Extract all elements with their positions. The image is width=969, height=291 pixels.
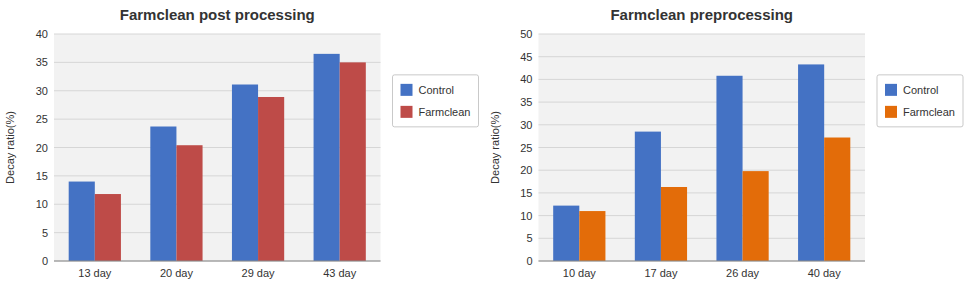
legend-label: Control [903, 84, 938, 96]
chart-panel: 0 5 10 15 20 25 30 35 40 13 day 20 day 29 day 43 day… [4, 6, 479, 279]
y-tick-label: 40 [520, 73, 532, 85]
grid-line [54, 261, 381, 262]
x-tick-label: 26 day [726, 267, 760, 279]
legend: Control Farmclean [877, 75, 963, 127]
y-axis-label: Decay ratio(%) [489, 111, 501, 184]
y-tick-label: 15 [520, 187, 532, 199]
y-tick-label: 10 [520, 210, 532, 222]
bar [798, 64, 824, 261]
x-tick-label: 17 day [644, 267, 678, 279]
grid-line [54, 34, 381, 35]
bar [661, 187, 687, 261]
chart-title: Farmclean preprocessing [610, 6, 793, 23]
chart-panel: 0 5 10 15 20 25 30 35 40 45 50 10 day 17 day 26 day 40… [489, 6, 964, 279]
x-axis [539, 261, 866, 262]
y-axis-label: Decay ratio(%) [4, 111, 16, 184]
bar [340, 62, 366, 261]
y-tick-label: 25 [520, 142, 532, 154]
y-tick-label: 20 [36, 142, 48, 154]
legend-label: Farmclean [903, 106, 955, 118]
bar [258, 97, 284, 261]
bars [69, 54, 366, 261]
bar [314, 54, 340, 261]
y-tick-label: 10 [36, 198, 48, 210]
y-tick-label: 15 [36, 170, 48, 182]
legend-label: Control [419, 84, 454, 96]
bar [69, 182, 95, 261]
y-tick-label: 50 [520, 28, 532, 40]
y-tick-label: 20 [520, 164, 532, 176]
x-tick-label: 29 day [242, 267, 276, 279]
y-tick-label: 0 [526, 255, 532, 267]
x-tick-label: 43 day [323, 267, 357, 279]
bar [824, 138, 850, 261]
plot-area [539, 34, 866, 261]
bar [716, 76, 742, 261]
grid-line [539, 56, 866, 57]
bar [635, 132, 661, 261]
chart-title: Farmclean post processing [120, 6, 315, 23]
y-tick-label: 30 [520, 119, 532, 131]
grid-line [539, 34, 866, 35]
legend-frame [877, 75, 963, 127]
legend-swatch [885, 84, 897, 96]
y-tick-label: 40 [36, 28, 48, 40]
y-tick-label: 25 [36, 113, 48, 125]
y-tick-label: 5 [526, 232, 532, 244]
bar [176, 145, 202, 261]
x-tick-label: 20 day [160, 267, 194, 279]
bar [232, 85, 258, 261]
y-tick-label: 30 [36, 85, 48, 97]
bar [579, 211, 605, 261]
legend-label: Farmclean [419, 106, 471, 118]
figure: 0 5 10 15 20 25 30 35 40 13 day 20 day 29 day 43 day… [0, 0, 969, 291]
bar [95, 194, 121, 261]
x-tick-label: 13 day [78, 267, 112, 279]
legend-swatch [401, 84, 413, 96]
y-tick-label: 0 [42, 255, 48, 267]
plot-area [54, 34, 381, 261]
legend: Control Farmclean [393, 75, 479, 127]
bars [553, 64, 850, 261]
y-tick-label: 35 [520, 96, 532, 108]
y-tick-label: 35 [36, 56, 48, 68]
legend-swatch [885, 106, 897, 118]
y-tick-label: 45 [520, 51, 532, 63]
legend-swatch [401, 106, 413, 118]
grid-line [539, 261, 866, 262]
bar [150, 127, 176, 261]
x-tick-label: 40 day [808, 267, 842, 279]
x-tick-label: 10 day [563, 267, 597, 279]
legend-frame [393, 75, 479, 127]
y-tick-label: 5 [42, 227, 48, 239]
x-axis [54, 261, 381, 262]
bar [553, 206, 579, 261]
bar [743, 171, 769, 261]
